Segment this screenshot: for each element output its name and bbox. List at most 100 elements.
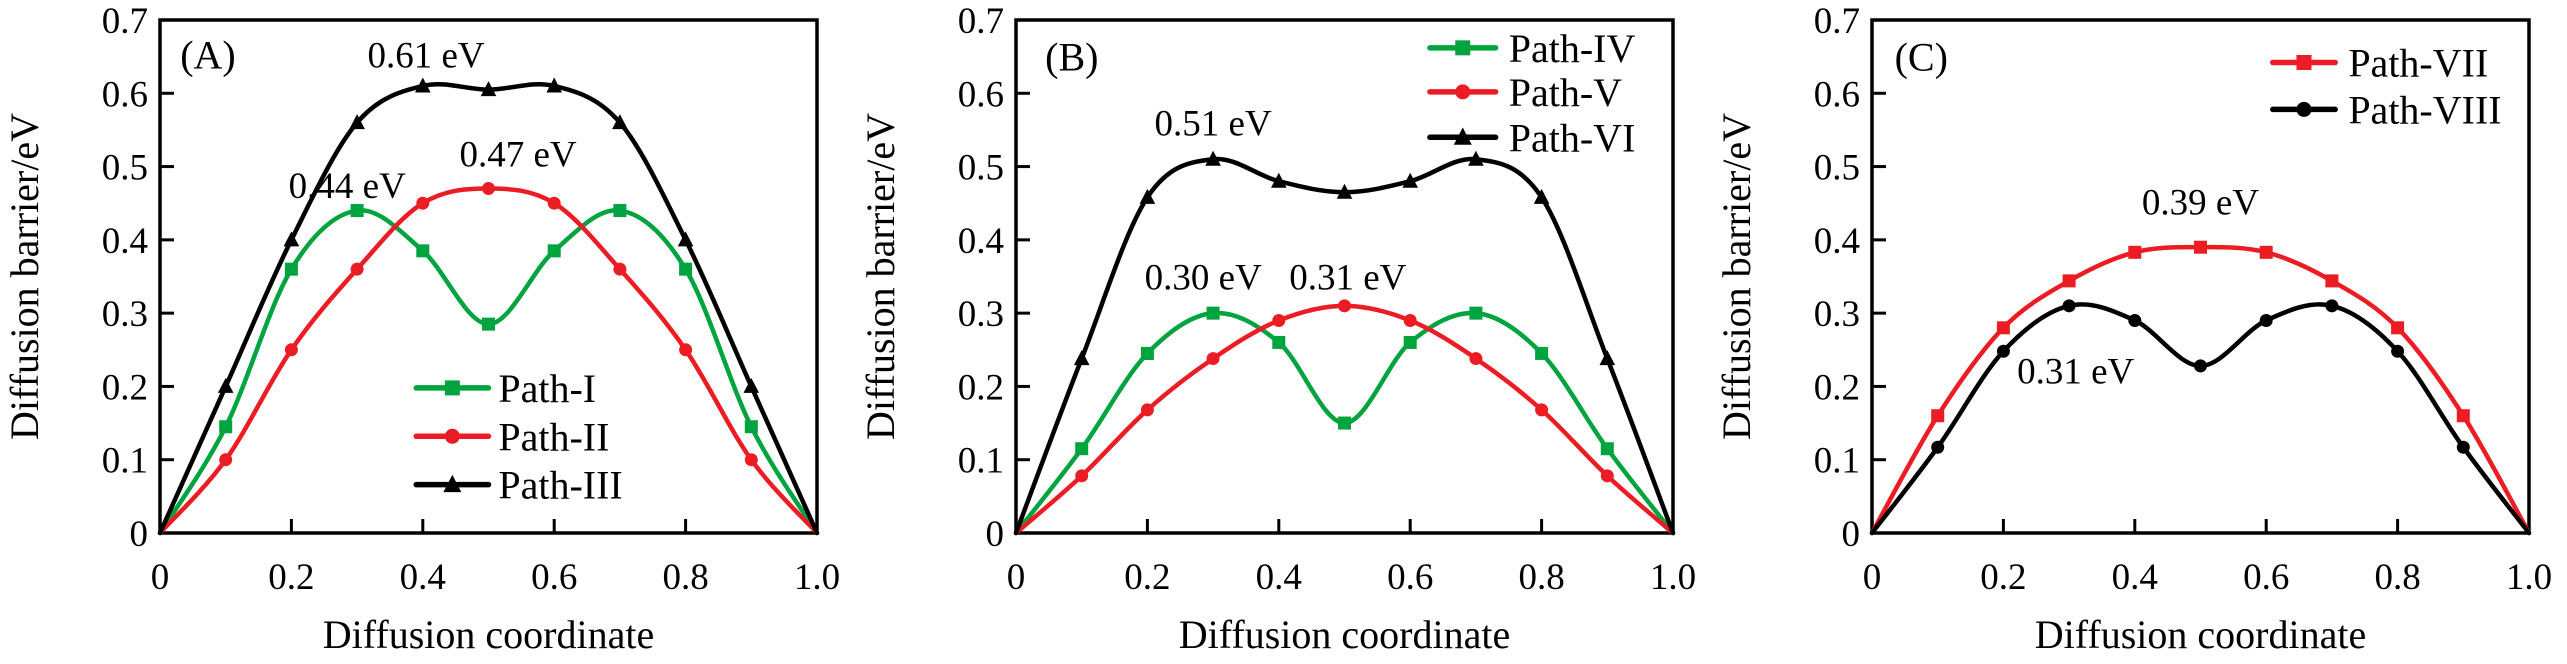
- x-tick-label-0-8: 0.8: [2374, 557, 2420, 598]
- x-tick-label-1-0: 1.0: [794, 557, 840, 598]
- y-tick-label-0-7: 0.7: [102, 1, 148, 42]
- path-vi-marker: [1468, 150, 1484, 166]
- x-tick-label-0-4: 0.4: [1256, 557, 1302, 598]
- legend-marker-path-vi: [1453, 127, 1472, 145]
- path-v-marker: [1075, 469, 1089, 483]
- path-v-marker: [1338, 299, 1351, 313]
- legend-marker-path-ii: [444, 428, 460, 444]
- y-tick-label-0-2: 0.2: [102, 367, 148, 408]
- path-ii-marker: [547, 196, 561, 210]
- y-tick-label-0-3: 0.3: [102, 294, 148, 335]
- path-vi-marker: [1336, 183, 1353, 199]
- path-vi-curve: [1013, 156, 1676, 536]
- x-tick-label-0-6: 0.6: [531, 557, 577, 598]
- annotation-0-39-ev: 0.39 eV: [2142, 183, 2259, 224]
- annotation-0-61-ev: 0.61 eV: [368, 35, 485, 76]
- legend-marker-path-v: [1455, 84, 1471, 100]
- path-viii-curve: [1869, 302, 2532, 536]
- x-tick-label-0-4: 0.4: [400, 557, 446, 598]
- plot-box: [1870, 18, 2531, 535]
- path-viii-marker: [2128, 313, 2142, 327]
- y-tick-label-0: 0: [986, 514, 1005, 555]
- legend-marker-path-iii: [443, 474, 462, 493]
- path-iv-marker: [1338, 416, 1351, 430]
- x-tick-label-0: 0: [151, 557, 170, 598]
- annotation-0-51-ev: 0.51 eV: [1155, 104, 1272, 145]
- path-v-marker: [1140, 403, 1154, 417]
- path-ii-marker: [416, 196, 430, 210]
- path-vi-marker: [1402, 172, 1418, 188]
- path-vii-marker: [2391, 321, 2405, 335]
- path-i-marker: [613, 204, 627, 218]
- panel-c-chart: 0 0.2 0.4 0.6 0.8 1.0 0 0.1 0.2 0.3 0.4 0.5 0.6 0.7 Di…: [1714, 1, 2552, 657]
- x-axis-title: Diffusion coordinate: [2035, 612, 2366, 657]
- annotation-0-30-ev: 0.30 eV: [1145, 258, 1262, 299]
- path-vi-marker: [1139, 188, 1156, 204]
- legend-item-path-vi: Path-VI: [1427, 115, 1636, 160]
- y-tick-label-0-3: 0.3: [958, 294, 1004, 335]
- path-i-marker: [284, 262, 298, 276]
- annotation-0-31-ev: 0.31 eV: [1289, 258, 1406, 299]
- annotation-0-44-ev: 0.44 eV: [289, 166, 406, 207]
- y-tick-label-0-4: 0.4: [958, 221, 1004, 262]
- path-v-marker: [1403, 313, 1417, 327]
- legend-label-path-iii: Path-III: [498, 463, 622, 508]
- annotation-0-31-ev: 0.31 eV: [2017, 351, 2134, 392]
- path-ii-marker: [679, 343, 693, 357]
- path-vii-marker: [1996, 321, 2010, 335]
- path-iv-marker: [1403, 335, 1417, 349]
- plot-box: [1014, 18, 1675, 535]
- x-tick-label-1-0: 1.0: [2506, 557, 2552, 598]
- path-viii-marker: [2456, 440, 2470, 454]
- path-vii-marker: [2325, 274, 2339, 288]
- y-tick-label-0-7: 0.7: [958, 1, 1004, 42]
- path-ii-marker: [284, 343, 298, 357]
- panel-a-chart: 0 0.2 0.4 0.6 0.8 1.0 0 0.1 0.2 0.3 0.4 0.5 0.6 0.7 Di…: [2, 1, 840, 657]
- path-ii-marker: [350, 262, 364, 276]
- y-tick-label-0-2: 0.2: [1814, 367, 1860, 408]
- path-iii-marker: [677, 231, 694, 247]
- x-tick-label-0-6: 0.6: [1387, 557, 1433, 598]
- path-viii-marker: [2325, 299, 2339, 313]
- path-vii-marker: [2194, 240, 2207, 254]
- path-iv-marker: [1535, 346, 1549, 360]
- path-iv-marker: [1272, 335, 1286, 349]
- legend-item-path-ii: Path-II: [413, 414, 609, 459]
- path-iii-marker: [217, 377, 234, 393]
- panel-a: 0 0.2 0.4 0.6 0.8 1.0 0 0.1 0.2 0.3 0.4 0.5 0.6 0.7 Di…: [0, 0, 856, 664]
- legend-marker-path-iv: [1455, 40, 1471, 56]
- y-tick-label-0-4: 0.4: [102, 221, 148, 262]
- path-v-marker: [1600, 469, 1614, 483]
- legend-label-path-viii: Path-VIII: [2348, 87, 2501, 132]
- path-ii-marker: [482, 182, 495, 196]
- y-tick-label-0-6: 0.6: [958, 74, 1004, 115]
- path-i-marker: [679, 262, 693, 276]
- y-axis-title: Diffusion barrier/eV: [1714, 113, 1759, 440]
- path-vi-marker: [1073, 350, 1090, 366]
- path-iv-marker: [1600, 442, 1614, 456]
- path-vii-marker: [2456, 409, 2470, 423]
- path-iii-marker: [349, 114, 365, 130]
- legend-label-path-vi: Path-VI: [1509, 115, 1636, 160]
- path-viii-marker: [1996, 344, 2010, 358]
- path-i-marker: [219, 420, 233, 434]
- y-tick-label-0-6: 0.6: [102, 74, 148, 115]
- path-vi-marker: [1599, 350, 1616, 366]
- path-vii-marker: [2062, 274, 2076, 288]
- path-v-marker: [1535, 403, 1549, 417]
- x-tick-label-0-6: 0.6: [2243, 557, 2289, 598]
- legend-label-path-vii: Path-VII: [2348, 41, 2488, 86]
- x-axis-title: Diffusion coordinate: [1179, 612, 1510, 657]
- y-tick-label-0: 0: [130, 514, 149, 555]
- y-tick-label-0-5: 0.5: [958, 148, 1004, 189]
- path-v-marker: [1272, 313, 1286, 327]
- legend-item-path-i: Path-I: [413, 366, 596, 411]
- path-i-marker: [744, 420, 758, 434]
- y-tick-label-0-4: 0.4: [1814, 221, 1860, 262]
- panel-letter-b: (B): [1045, 35, 1098, 80]
- legend-item-path-viii: Path-VIII: [2270, 87, 2502, 132]
- path-viii-marker: [2062, 299, 2076, 313]
